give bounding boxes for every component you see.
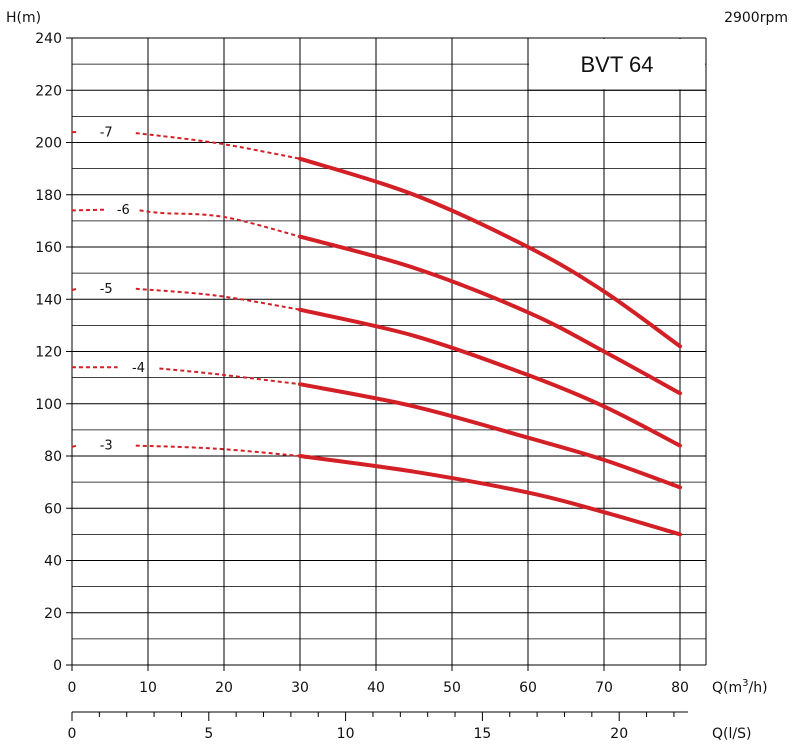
x-tick-label: 60: [519, 680, 537, 696]
curve-label: -3: [100, 439, 113, 454]
chart-title: BVT 64: [581, 52, 654, 77]
x-tick-label: 70: [595, 680, 613, 696]
y-tick-label: 60: [44, 501, 62, 517]
x-tick-label: 80: [671, 680, 689, 696]
x-tick-label: 40: [367, 680, 385, 696]
curve-dashed-segment: [71, 444, 77, 448]
curve-solid-segment: [298, 156, 682, 349]
curve-dashed-segment: [71, 287, 77, 292]
x-tick-label: 30: [291, 680, 309, 696]
x2-tick-label: 10: [337, 726, 355, 742]
curve-solid-segment: [298, 307, 682, 448]
x-tick-label: 0: [68, 680, 77, 696]
y-axis-label: H(m): [6, 10, 41, 26]
y-tick-label: 180: [35, 188, 62, 204]
y-tick-label: 160: [35, 240, 62, 256]
x-axis-label: Q(m3/h): [712, 678, 768, 696]
y-tick-label: 20: [44, 606, 62, 622]
y-tick-label: 80: [44, 449, 62, 465]
labels: H(m) 2900rpm Q(m3/h) Q(l/S): [6, 10, 788, 742]
y-tick-label: 140: [35, 292, 62, 308]
curve-dashed-segment: [135, 132, 301, 160]
curve-solid-segment: [298, 382, 682, 490]
curve-dashed-segment: [71, 208, 108, 212]
title-background: [529, 39, 705, 90]
curve-label: -4: [132, 361, 145, 376]
y-tick-label: 100: [35, 397, 62, 413]
y-tick-label: 220: [35, 83, 62, 99]
curve-label: -7: [100, 126, 113, 141]
title-box: BVT 64: [529, 39, 705, 90]
curve-dashed-segment: [135, 287, 301, 311]
curve-solid-segment: [298, 454, 682, 537]
speed-label: 2900rpm: [724, 10, 788, 26]
curve-dashed-segment: [139, 209, 301, 238]
x-tick-label: 50: [443, 680, 461, 696]
grid: [66, 37, 707, 671]
y-tick-label: 120: [35, 345, 62, 361]
curve-dashed-segment: [135, 444, 301, 457]
x2-tick-label: 15: [473, 726, 491, 742]
x2-tick-label: 5: [204, 726, 213, 742]
curve-label: -6: [117, 203, 130, 218]
y-tick-label: 0: [53, 658, 62, 674]
y-tick-label: 40: [44, 554, 62, 570]
x2-tick-label: 0: [68, 726, 77, 742]
curves: -7 -6 -5 -4 -3: [71, 126, 682, 537]
x-tick-label: 10: [139, 680, 157, 696]
curve-solid-segment: [298, 234, 682, 396]
x-tick-label: 20: [215, 680, 233, 696]
x2-axis-label: Q(l/S): [712, 726, 751, 742]
y-tick-label: 200: [35, 136, 62, 152]
curve-dashed-segment: [159, 367, 301, 386]
y-tick-label: 240: [35, 31, 62, 47]
x2-tick-label: 20: [610, 726, 628, 742]
curve-label: -5: [100, 282, 113, 297]
